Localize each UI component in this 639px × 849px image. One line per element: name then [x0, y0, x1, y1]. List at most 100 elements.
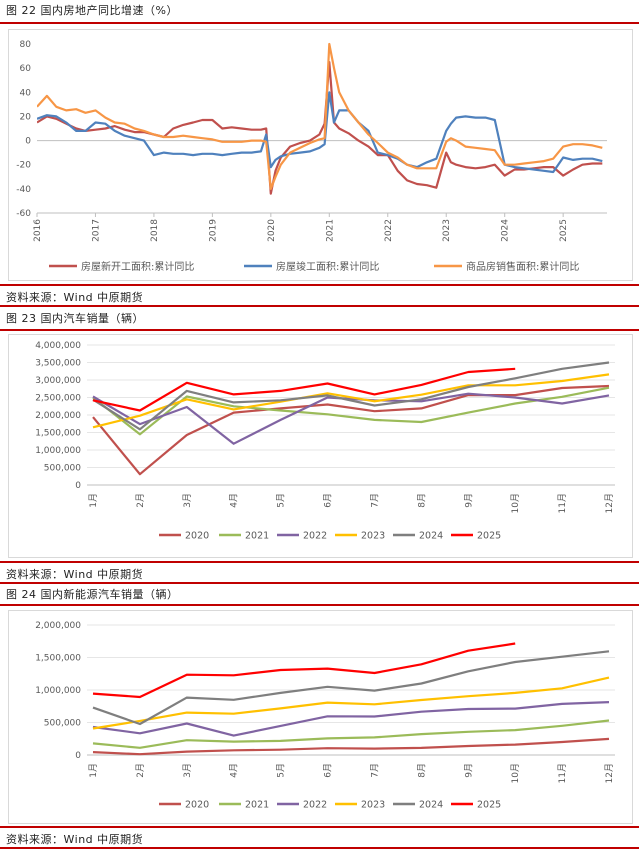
y-tick-label: 500,000	[44, 464, 81, 474]
legend-label: 2020	[185, 800, 209, 811]
legend-label: 2025	[477, 531, 501, 542]
series-line-2020	[92, 384, 610, 476]
legend-label: 2021	[245, 800, 269, 811]
y-tick-label: 20	[20, 112, 32, 122]
x-tick-label: 2020	[267, 219, 277, 242]
red-divider	[0, 561, 639, 563]
legend-label: 2022	[303, 800, 327, 811]
series-line-3	[37, 42, 603, 190]
x-tick-label: 2019	[208, 219, 218, 242]
series-line-1	[37, 60, 603, 195]
red-divider	[0, 329, 639, 331]
red-divider	[0, 305, 639, 307]
series-line-2024	[92, 361, 610, 431]
x-tick-label: 2016	[33, 219, 43, 242]
x-tick-label: 3月	[182, 763, 193, 778]
x-tick-label: 4月	[229, 763, 240, 778]
series-line-2023	[92, 373, 610, 429]
y-tick-label: 3,000,000	[35, 376, 81, 386]
x-tick-label: 9月	[463, 763, 474, 778]
x-tick-label: 1月	[88, 493, 99, 508]
red-divider	[0, 847, 639, 849]
x-tick-label: 2022	[384, 219, 394, 242]
x-tick-label: 6月	[323, 763, 334, 778]
figure-24-title: 图 24 国内新能源汽车销量（辆）	[6, 588, 179, 601]
red-divider	[0, 284, 639, 286]
legend-label: 房屋新开工面积:累计同比	[81, 260, 194, 273]
x-tick-label: 6月	[323, 493, 334, 508]
y-tick-label: 0	[25, 137, 31, 147]
figure-22-title: 图 22 国内房地产同比增速（%）	[6, 4, 178, 17]
chart-nev-sales: 2,000,000 1,500,000 1,000,000 500,000 0 1月 2月 3…	[8, 610, 633, 824]
x-tick-label: 5月	[276, 493, 287, 508]
y-tick-label: -40	[16, 185, 31, 195]
x-tick-label: 10月	[510, 763, 521, 783]
series-line-2024	[92, 650, 610, 726]
series-line-2025	[92, 367, 516, 412]
x-tick-label: 12月	[604, 763, 615, 783]
legend-label: 2023	[361, 531, 385, 542]
legend-label: 2024	[419, 800, 443, 811]
series-line-2021	[92, 719, 610, 749]
x-tick-label: 2023	[442, 219, 452, 242]
y-tick-label: 80	[20, 40, 32, 50]
figure-23-title: 图 23 国内汽车销量（辆）	[6, 312, 144, 325]
x-tick-label: 10月	[510, 493, 521, 513]
x-tick-label: 2017	[91, 219, 101, 242]
y-tick-label: 2,000,000	[35, 411, 81, 421]
x-tick-label: 3月	[182, 493, 193, 508]
y-tick-label: 1,500,000	[35, 654, 81, 664]
y-tick-label: 3,500,000	[35, 359, 81, 369]
x-tick-label: 9月	[463, 493, 474, 508]
legend-label: 商品房销售面积:累计同比	[466, 260, 579, 273]
x-tick-label: 2月	[135, 763, 146, 778]
y-tick-label: 1,500,000	[35, 429, 81, 439]
chart-housing-growth: 80 60 40 20 0 -20 -40 -60 2016 2017 2018 2019 2020 20…	[8, 29, 633, 281]
series-line-2022	[92, 392, 610, 445]
x-tick-label: 8月	[416, 493, 427, 508]
legend-label: 2020	[185, 531, 209, 542]
y-tick-label: 1,000,000	[35, 446, 81, 456]
x-tick-label: 5月	[276, 763, 287, 778]
y-tick-label: 0	[75, 751, 81, 761]
legend-label: 房屋竣工面积:累计同比	[276, 260, 379, 273]
y-tick-label: 500,000	[44, 719, 81, 729]
y-tick-label: 1,000,000	[35, 686, 81, 696]
y-tick-label: 60	[20, 64, 32, 74]
series-line-2025	[92, 642, 516, 699]
x-tick-label: 2024	[501, 219, 511, 242]
x-tick-label: 8月	[416, 763, 427, 778]
legend-label: 2023	[361, 800, 385, 811]
figure-22-source: 资料来源：Wind 中原期货	[6, 291, 144, 304]
y-tick-label: -60	[16, 209, 31, 219]
y-tick-label: 2,000,000	[35, 621, 81, 631]
x-tick-label: 2018	[150, 219, 160, 242]
red-divider	[0, 582, 639, 584]
x-tick-label: 11月	[557, 493, 568, 513]
y-tick-label: -20	[16, 161, 31, 171]
series-line-2	[37, 91, 603, 174]
red-divider	[0, 604, 639, 606]
figure-24-source: 资料来源：Wind 中原期货	[6, 833, 144, 846]
auto-sales-svg: 4,000,000 3,500,000 3,000,000 2,500,000 2,00…	[35, 341, 615, 542]
x-tick-label: 7月	[369, 493, 380, 508]
x-tick-label: 1月	[88, 763, 99, 778]
red-divider	[0, 826, 639, 828]
chart-auto-sales: 4,000,000 3,500,000 3,000,000 2,500,000 2,00…	[8, 334, 633, 558]
series-line-2020	[92, 737, 610, 756]
y-tick-label: 4,000,000	[35, 341, 81, 351]
x-tick-label: 12月	[604, 493, 615, 513]
legend-label: 2021	[245, 531, 269, 542]
y-tick-label: 0	[75, 481, 81, 491]
series-line-2022	[92, 701, 610, 737]
x-tick-label: 2月	[135, 493, 146, 508]
series-line-2023	[92, 676, 610, 730]
y-tick-label: 40	[20, 88, 32, 98]
x-tick-label: 11月	[557, 763, 568, 783]
figure-23-source: 资料来源：Wind 中原期货	[6, 568, 144, 581]
legend-label: 2022	[303, 531, 327, 542]
x-tick-label: 2021	[325, 219, 335, 242]
legend-label: 2024	[419, 531, 443, 542]
series-line-2021	[92, 386, 610, 436]
